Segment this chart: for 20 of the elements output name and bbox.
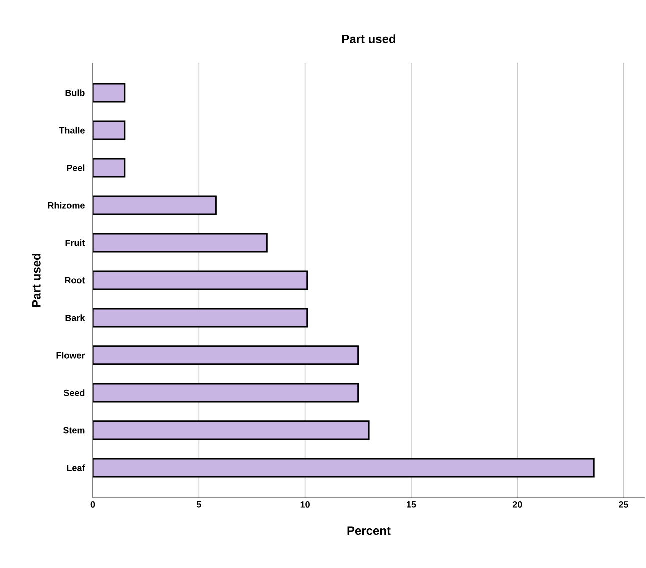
y-tick-label: Stem xyxy=(63,427,85,434)
y-tick-label: Fruit xyxy=(66,240,86,246)
x-axis-title: Percent xyxy=(348,526,391,536)
y-tick-label: Root xyxy=(65,277,86,284)
y-tick-label: Flower xyxy=(56,352,86,359)
x-tick-label: 0 xyxy=(90,502,96,508)
x-tick-label: 25 xyxy=(619,502,629,508)
y-axis-title: Part used xyxy=(32,254,41,308)
x-tick-label: 5 xyxy=(196,502,202,508)
y-tick-label: Rhizome xyxy=(48,202,85,209)
y-tick-label: Seed xyxy=(64,390,85,396)
y-tick-label: Bark xyxy=(66,314,86,322)
x-tick-label: 15 xyxy=(407,502,416,508)
x-tick-label: 10 xyxy=(300,502,310,508)
y-tick-label: Bulb xyxy=(66,90,85,96)
x-tick-label: 20 xyxy=(512,502,522,508)
y-tick-label: Peel xyxy=(67,164,85,172)
y-tick-label: Leaf xyxy=(67,464,86,472)
y-tick-label: Thalle xyxy=(59,127,85,134)
chart-title: Part used xyxy=(342,34,396,44)
